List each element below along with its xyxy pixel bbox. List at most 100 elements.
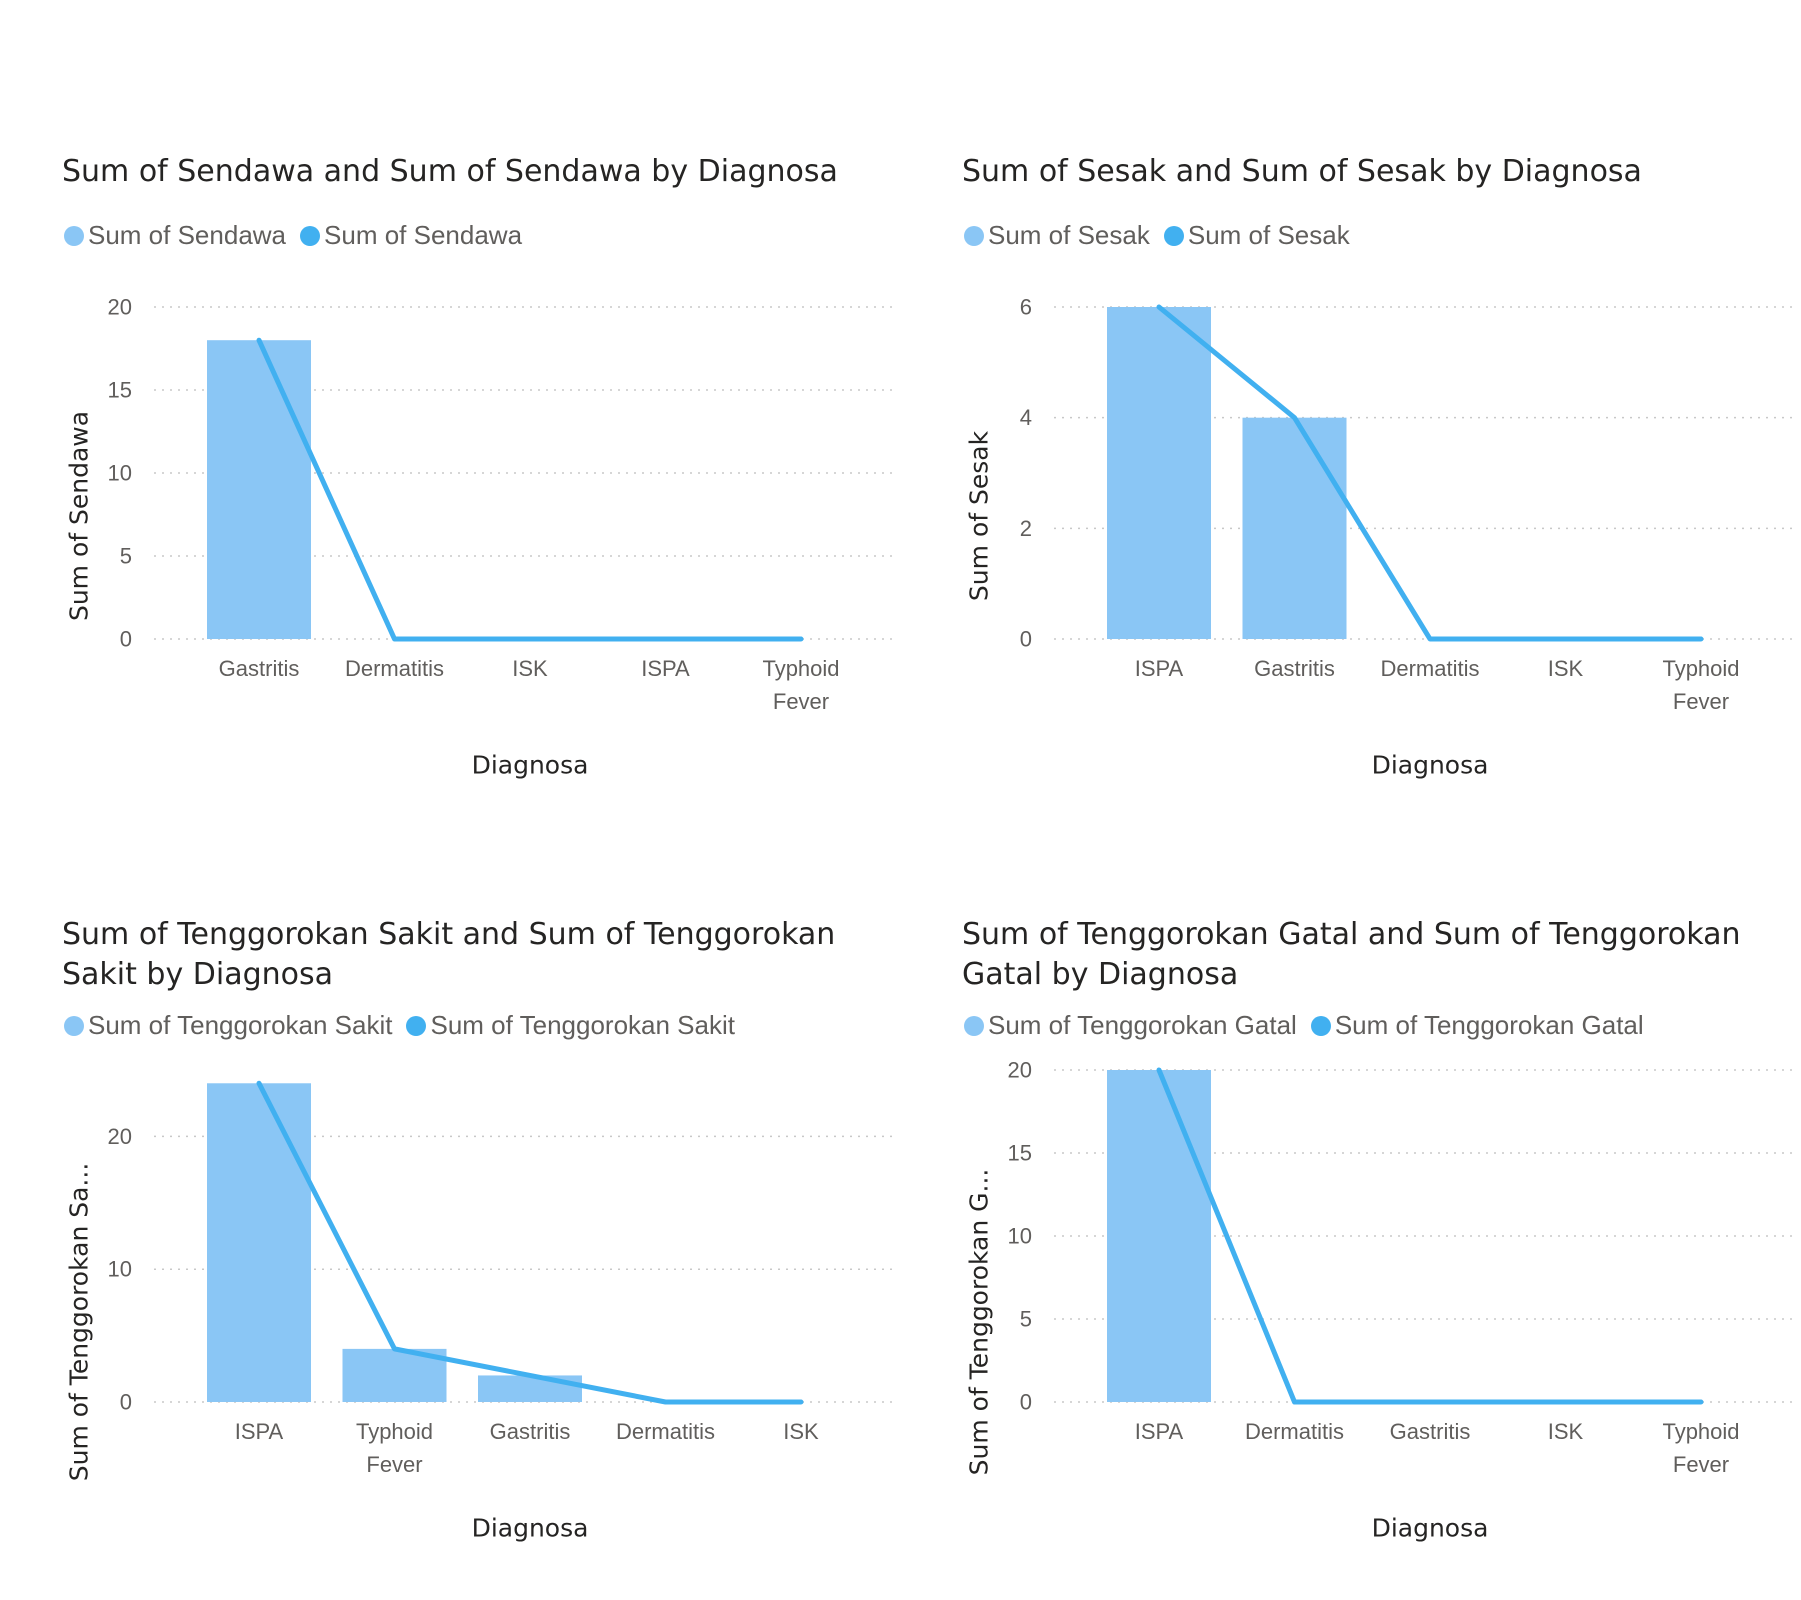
y-tick-label: 0 (1020, 627, 1032, 652)
line (256, 337, 804, 642)
legend-marker-line (406, 1015, 427, 1036)
x-tick-label: ISK (512, 656, 548, 681)
legend-label-bar: Sum of Sendawa (88, 220, 287, 250)
legend-label-bar: Sum of Sesak (988, 220, 1150, 250)
chart-plot: Sum of Tenggorokan Sa... Diagnosa 0 10 20 I… (65, 1080, 892, 1543)
chart-panel-sesak: Sum of Sesak and Sum of Sesak by Diagnos… (962, 152, 1801, 792)
line-series (256, 1080, 804, 1405)
legend-item-bar[interactable]: Sum of Tenggorokan Gatal (964, 1010, 1297, 1041)
line (1156, 304, 1704, 642)
x-tick-label: Typhoid Fever (762, 656, 839, 714)
legend-item-bar[interactable]: Sum of Sendawa (64, 220, 286, 251)
chart-title: Sum of Sesak and Sum of Sesak by Diagnos… (962, 154, 1642, 189)
line-series (1156, 304, 1704, 642)
tick-labels: 0 10 20 ISPA Typhoid Fever Gastritis Dermatitis… (108, 1124, 820, 1477)
bar (207, 340, 311, 639)
chart-plot: Sum of Sesak Diagnosa 0 2 4 6 ISPA Gastritis D… (965, 295, 1792, 780)
chart-plot: Sum of Tenggorokan G... Diagnosa 0 5 10 15 2… (965, 1058, 1792, 1543)
y-tick-label: 4 (1020, 405, 1032, 430)
bar-series (207, 1083, 582, 1402)
tick-labels: 0 5 10 15 20 Gastritis Dermatitis ISK ISPA Typhoi… (108, 295, 840, 715)
y-tick-label: 20 (108, 295, 132, 320)
line-series (256, 337, 804, 642)
x-tick-label: Dermatitis (616, 1419, 715, 1444)
line (1156, 1067, 1704, 1405)
legend-label-line: Sum of Sesak (1187, 220, 1350, 250)
legend-item-line[interactable]: Sum of Sendawa (300, 220, 522, 251)
legend-marker-line (1163, 225, 1184, 246)
gridlines (1054, 306, 1792, 640)
bar (207, 1083, 311, 1402)
bar (1242, 417, 1347, 639)
chart-title: Sum of Tenggorokan Gatal and Sum of Teng… (962, 917, 1741, 992)
y-axis-title: Sum of Tenggorokan G... (965, 1169, 994, 1476)
y-tick-label: 20 (108, 1124, 132, 1149)
bar (1107, 1070, 1211, 1402)
bar-series (207, 340, 311, 639)
y-tick-label: 10 (1008, 1224, 1032, 1249)
chart-legend: Sum of Sesak Sum of Sesak (964, 220, 1364, 251)
legend-marker-bar (964, 225, 984, 246)
bar (1107, 307, 1211, 639)
y-tick-label: 10 (108, 461, 132, 486)
legend-marker-bar (964, 1015, 984, 1036)
y-tick-label: 0 (1020, 1390, 1032, 1415)
y-tick-label: 15 (108, 378, 132, 403)
x-axis-title: Diagnosa (472, 1514, 589, 1543)
x-tick-label-line: Typhoid (1662, 656, 1739, 681)
x-tick-label: ISPA (641, 656, 690, 681)
y-tick-label: 5 (1020, 1307, 1032, 1332)
x-tick-label-line: Fever (1673, 689, 1729, 714)
x-tick-label: ISK (1548, 1419, 1584, 1444)
x-tick-label: Typhoid Fever (1662, 1419, 1739, 1477)
chart-title: Sum of Tenggorokan Sakit and Sum of Teng… (62, 917, 836, 992)
y-axis-title: Sum of Tenggorokan Sa... (65, 1163, 94, 1482)
chart-title: Sum of Sendawa and Sum of Sendawa by Dia… (62, 154, 838, 189)
legend-label-line: Sum of Sendawa (324, 220, 523, 250)
x-tick-label: Gastritis (1390, 1419, 1471, 1444)
bar-series (1107, 307, 1347, 639)
chart-panel-sendawa: Sum of Sendawa and Sum of Sendawa by Dia… (62, 152, 972, 792)
x-tick-label: Dermatitis (345, 656, 444, 681)
legend-label-bar: Sum of Tenggorokan Sakit (88, 1010, 393, 1040)
y-axis-title: Sum of Sesak (965, 430, 994, 601)
x-tick-label: ISPA (1135, 656, 1184, 681)
x-tick-label: Gastritis (1254, 656, 1335, 681)
legend-item-line[interactable]: Sum of Tenggorokan Sakit (406, 1010, 735, 1041)
legend-marker-line (1310, 1015, 1331, 1036)
legend-item-bar[interactable]: Sum of Sesak (964, 220, 1150, 251)
chart-panel-tenggorokan-gatal: Sum of Tenggorokan Gatal and Sum of Teng… (962, 915, 1801, 1555)
x-axis-title: Diagnosa (1372, 1514, 1489, 1543)
x-axis-title: Diagnosa (1372, 751, 1489, 780)
y-tick-label: 10 (108, 1257, 132, 1282)
legend-item-line[interactable]: Sum of Sesak (1163, 220, 1350, 251)
y-tick-label: 0 (120, 627, 132, 652)
legend-marker-line (300, 225, 321, 246)
x-tick-label: Dermatitis (1380, 656, 1479, 681)
chart-legend: Sum of Tenggorokan Gatal Sum of Tenggoro… (964, 1010, 1658, 1041)
legend-item-line[interactable]: Sum of Tenggorokan Gatal (1310, 1010, 1644, 1041)
y-tick-label: 15 (1008, 1141, 1032, 1166)
y-axis-title: Sum of Sendawa (65, 411, 94, 621)
x-tick-label: Gastritis (219, 656, 300, 681)
legend-label-line: Sum of Tenggorokan Gatal (1334, 1010, 1644, 1040)
chart-panel-tenggorokan-sakit: Sum of Tenggorokan Sakit and Sum of Teng… (62, 915, 972, 1555)
x-tick-label: ISPA (235, 1419, 284, 1444)
chart-legend: Sum of Tenggorokan Sakit Sum of Tenggoro… (64, 1010, 749, 1041)
line (256, 1080, 804, 1405)
x-tick-label: Gastritis (490, 1419, 571, 1444)
x-tick-label-line: Fever (773, 689, 829, 714)
x-tick-label-line: Typhoid (762, 656, 839, 681)
x-tick-label: ISK (783, 1419, 819, 1444)
y-tick-label: 2 (1020, 516, 1032, 541)
bar-series (1107, 1070, 1211, 1402)
y-tick-label: 6 (1020, 295, 1032, 320)
x-tick-label: ISK (1548, 656, 1584, 681)
legend-label-line: Sum of Tenggorokan Sakit (430, 1010, 735, 1040)
tick-labels: 0 5 10 15 20 ISPA Dermatitis Gastritis ISK Typhoi… (1008, 1058, 1740, 1478)
legend-item-bar[interactable]: Sum of Tenggorokan Sakit (64, 1010, 392, 1041)
y-tick-label: 0 (120, 1390, 132, 1415)
x-tick-label: Typhoid Fever (356, 1419, 433, 1477)
bar (478, 1375, 582, 1402)
legend-marker-bar (64, 225, 84, 246)
